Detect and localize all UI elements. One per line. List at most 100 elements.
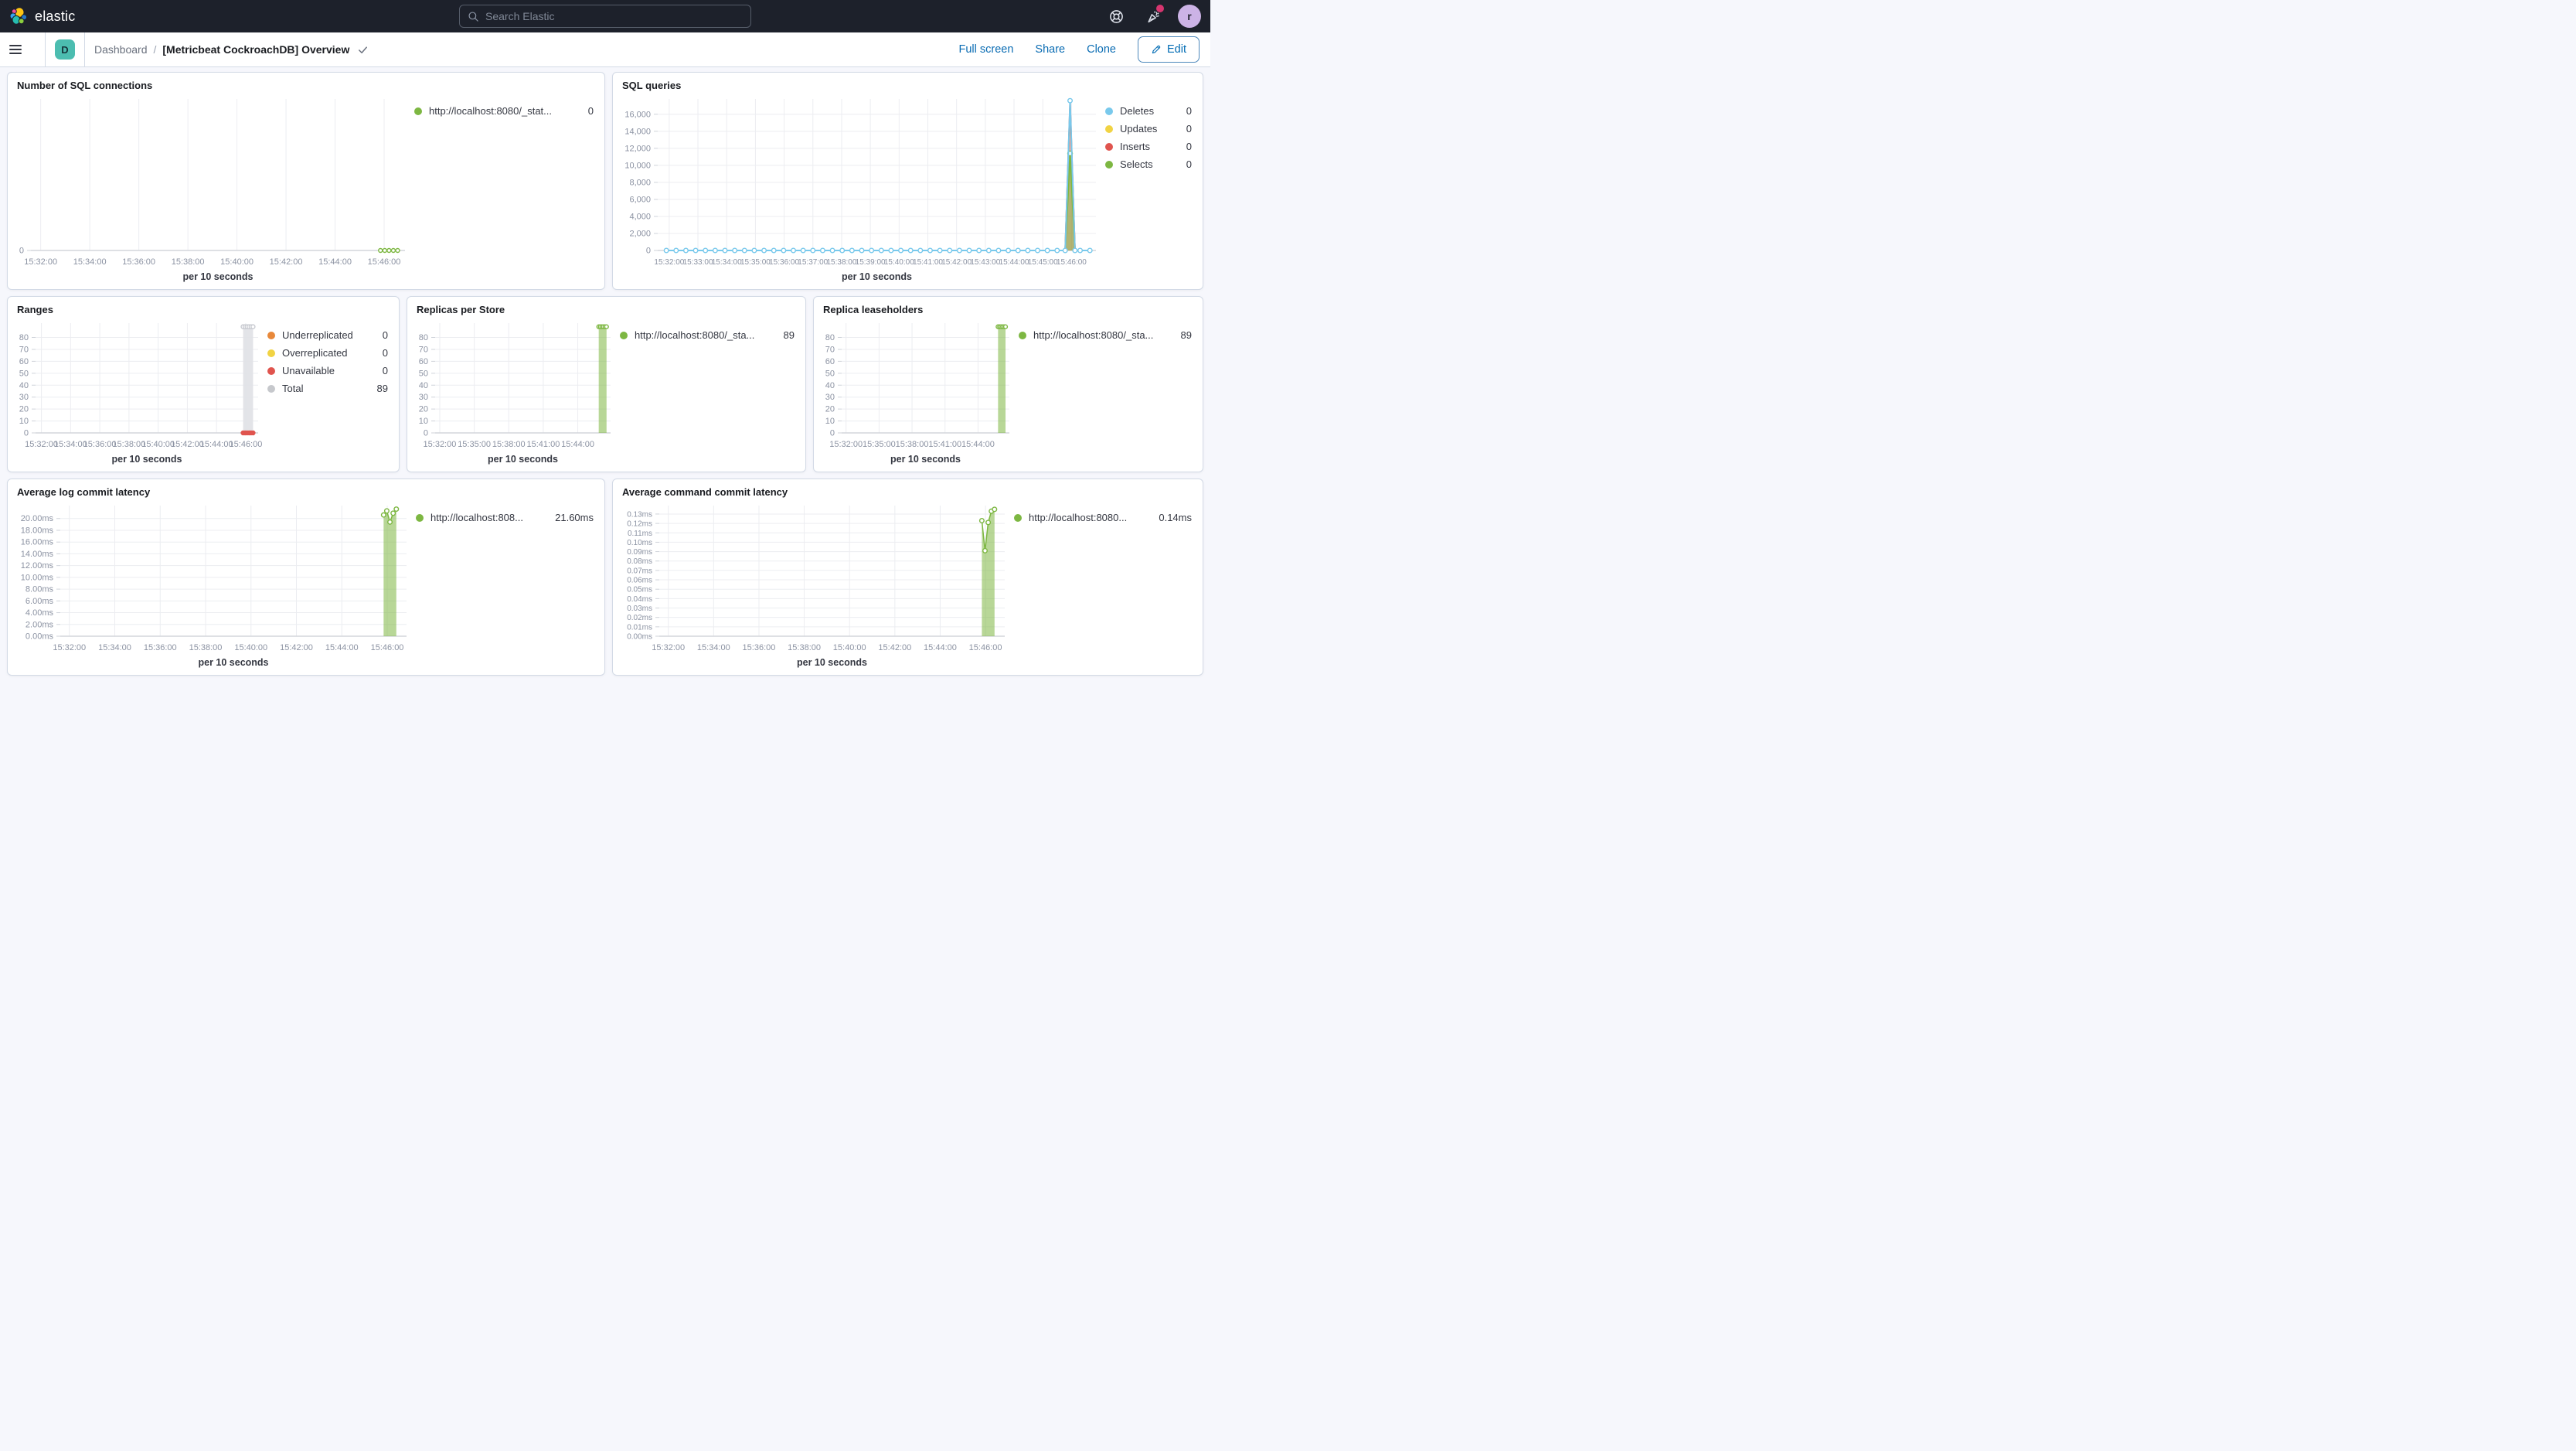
panel-title[interactable]: Average log commit latency <box>17 486 151 498</box>
edit-button[interactable]: Edit <box>1138 36 1200 63</box>
chart-replicas-per-store[interactable]: 15:32:00 15:35:00 15:38:00 15:41:00 15:44:00… <box>410 315 620 468</box>
legend-item[interactable]: http://localhost:808... 21.60ms <box>416 512 594 523</box>
svg-text:15:38:00: 15:38:00 <box>826 258 856 267</box>
svg-text:15:44:00: 15:44:00 <box>999 258 1029 267</box>
legend-label: Updates <box>1120 123 1158 135</box>
legend-item[interactable]: Unavailable 0 <box>267 365 388 376</box>
legend-value: 0 <box>1186 105 1192 117</box>
share-link[interactable]: Share <box>1035 43 1066 56</box>
menu-button[interactable] <box>9 36 36 63</box>
legend-label: http://localhost:8080/_stat... <box>429 105 552 117</box>
legend-swatch-icon <box>620 331 628 339</box>
svg-text:40: 40 <box>419 381 428 390</box>
svg-text:15:36:00: 15:36:00 <box>769 258 799 267</box>
user-avatar[interactable]: r <box>1178 5 1201 28</box>
svg-text:0.06ms: 0.06ms <box>627 577 652 585</box>
svg-text:15:42:00: 15:42:00 <box>280 643 313 652</box>
svg-text:15:42:00: 15:42:00 <box>878 643 911 652</box>
svg-text:15:34:00: 15:34:00 <box>697 643 730 652</box>
notification-dot <box>1156 5 1164 12</box>
svg-text:15:38:00: 15:38:00 <box>112 440 145 449</box>
panel-title[interactable]: Number of SQL connections <box>17 80 153 91</box>
legend-label: http://localhost:808... <box>430 512 523 523</box>
panel-title[interactable]: Average command commit latency <box>622 486 788 498</box>
dashboard-row: Average log commit latency 15:32:00 15:34… <box>7 479 1203 676</box>
svg-text:0.12ms: 0.12ms <box>627 520 652 529</box>
svg-text:30: 30 <box>419 393 428 402</box>
help-button[interactable] <box>1104 4 1128 29</box>
search-icon <box>468 11 478 22</box>
space-badge[interactable]: D <box>55 39 75 60</box>
legend-item[interactable]: http://localhost:8080/_stat... 0 <box>414 105 594 117</box>
news-button[interactable] <box>1141 4 1165 29</box>
legend-item[interactable]: Total 89 <box>267 383 388 394</box>
svg-text:per 10 seconds: per 10 seconds <box>797 657 867 668</box>
brand[interactable]: elastic <box>9 7 75 26</box>
legend-item[interactable]: Deletes 0 <box>1105 105 1192 117</box>
svg-text:15:44:00: 15:44:00 <box>325 643 359 652</box>
breadcrumb-dashboard-link[interactable]: Dashboard <box>94 43 148 56</box>
svg-text:15:38:00: 15:38:00 <box>896 440 929 449</box>
svg-text:18.00ms: 18.00ms <box>21 526 54 535</box>
legend-value: 0 <box>1186 123 1192 135</box>
clone-link[interactable]: Clone <box>1087 43 1116 56</box>
chart-sql-queries[interactable]: 15:32:0015:33:0015:34:0015:35:0015:36:00… <box>616 91 1105 286</box>
legend-item[interactable]: Overreplicated 0 <box>267 347 388 359</box>
svg-text:0.07ms: 0.07ms <box>627 567 652 575</box>
legend-swatch-icon <box>1105 142 1113 151</box>
chart-legend: http://localhost:8080... 0.14ms <box>1014 498 1196 672</box>
svg-text:15:39:00: 15:39:00 <box>856 258 886 267</box>
svg-text:50: 50 <box>19 369 29 378</box>
svg-text:15:44:00: 15:44:00 <box>961 440 995 449</box>
legend-swatch-icon <box>1105 124 1113 133</box>
legend-item[interactable]: Underreplicated 0 <box>267 329 388 341</box>
panel-replica-leaseholders: Replica leaseholders 15:32:00 15:35:00 15:… <box>813 296 1203 472</box>
chart-ranges[interactable]: 15:32:0015:34:0015:36:0015:38:0015:40:00… <box>11 315 267 468</box>
legend-value: 0 <box>382 365 388 376</box>
svg-text:15:42:00: 15:42:00 <box>171 440 204 449</box>
legend-item[interactable]: Updates 0 <box>1105 123 1192 135</box>
svg-text:0.01ms: 0.01ms <box>627 623 652 632</box>
legend-item[interactable]: http://localhost:8080/_sta... 89 <box>1019 329 1192 341</box>
svg-text:2,000: 2,000 <box>629 229 651 238</box>
search-input[interactable] <box>485 10 743 22</box>
svg-text:60: 60 <box>419 357 428 366</box>
svg-text:15:32:00: 15:32:00 <box>652 643 685 652</box>
svg-text:15:32:00: 15:32:00 <box>24 257 57 267</box>
legend-swatch-icon <box>414 107 422 115</box>
legend-item[interactable]: Selects 0 <box>1105 158 1192 170</box>
svg-text:80: 80 <box>825 333 835 342</box>
svg-text:15:45:00: 15:45:00 <box>1028 258 1058 267</box>
global-search[interactable] <box>459 5 751 28</box>
legend-swatch-icon <box>1105 160 1113 169</box>
legend-item[interactable]: Inserts 0 <box>1105 141 1192 152</box>
svg-text:15:32:00: 15:32:00 <box>424 440 457 449</box>
legend-label: Selects <box>1120 158 1153 170</box>
svg-text:60: 60 <box>19 357 29 366</box>
panel-title[interactable]: Replica leaseholders <box>823 304 924 315</box>
svg-text:15:36:00: 15:36:00 <box>83 440 117 449</box>
legend-label: http://localhost:8080... <box>1029 512 1128 523</box>
legend-label: http://localhost:8080/_sta... <box>635 329 755 341</box>
svg-text:15:32:00: 15:32:00 <box>25 440 58 449</box>
chart-average-log-commit-latency[interactable]: 15:32:00 15:34:00 15:36:00 15:38:00 15:40:00… <box>11 498 416 672</box>
header-actions: r <box>1104 4 1201 29</box>
panel-title[interactable]: SQL queries <box>622 80 682 91</box>
chart-legend: http://localhost:808... 21.60ms <box>416 498 598 672</box>
svg-text:0.04ms: 0.04ms <box>627 595 652 604</box>
svg-text:15:43:00: 15:43:00 <box>970 258 1000 267</box>
legend-item[interactable]: http://localhost:8080/_sta... 89 <box>620 329 795 341</box>
panel-title[interactable]: Ranges <box>17 304 53 315</box>
full-screen-link[interactable]: Full screen <box>958 43 1014 56</box>
svg-text:70: 70 <box>825 345 835 354</box>
chart-replica-leaseholders[interactable]: 15:32:00 15:35:00 15:38:00 15:41:00 15:44:00… <box>817 315 1019 468</box>
page-title: [Metricbeat CockroachDB] Overview <box>162 43 350 56</box>
chart-average-command-commit-latency[interactable]: 15:32:00 15:34:00 15:36:00 15:38:00 15:40:00… <box>616 498 1014 672</box>
chart-legend: http://localhost:8080/_sta... 89 <box>1019 315 1196 468</box>
legend-item[interactable]: http://localhost:8080... 0.14ms <box>1014 512 1192 523</box>
panel-title[interactable]: Replicas per Store <box>417 304 505 315</box>
legend-swatch-icon <box>1014 513 1022 522</box>
chart-number-of-sql-connections[interactable]: 15:32:00 15:34:00 15:36:00 15:38:00 15:40:00… <box>11 91 414 286</box>
saved-check-icon[interactable] <box>357 44 369 56</box>
svg-text:15:33:00: 15:33:00 <box>683 258 713 267</box>
